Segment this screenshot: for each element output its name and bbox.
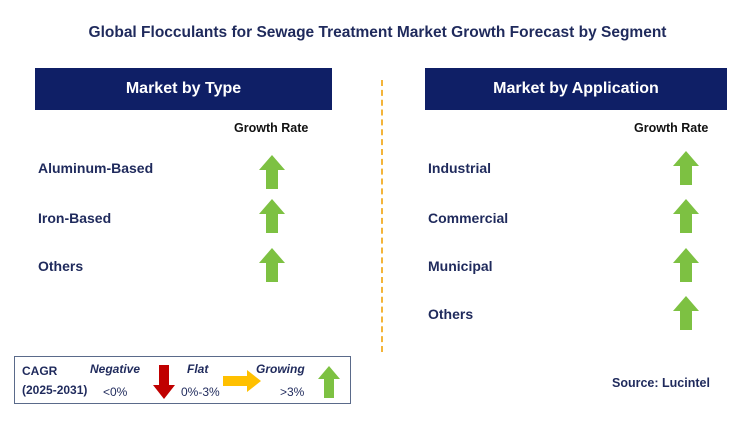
growing-arrow-icon [673,199,699,233]
legend-cagr-label: CAGR [22,364,58,378]
market-by-type-header: Market by Type [35,68,332,110]
application-row-label-industrial: Industrial [428,160,492,176]
flat-arrow-icon [223,370,261,392]
growing-arrow-icon [673,248,699,282]
source-credit: Source: Lucintel [612,376,710,390]
negative-arrow-icon [153,365,175,399]
legend-negative-range: <0% [103,385,128,399]
type-growth-rate-label: Growth Rate [234,121,309,135]
legend-negative-label: Negative [90,362,141,376]
panel-divider [381,80,383,352]
growing-arrow-icon [259,155,285,189]
application-row-label-others: Others [428,306,474,322]
legend-growing-range: >3% [280,385,305,399]
application-growth-rate-label: Growth Rate [634,121,709,135]
type-row-label-iron: Iron-Based [38,210,112,226]
growing-arrow-icon [318,366,340,398]
legend-flat-range: 0%-3% [181,385,220,399]
legend-flat-label: Flat [187,362,209,376]
market-by-application-header: Market by Application [425,68,727,110]
legend-period: (2025-2031) [22,383,88,397]
type-row-label-aluminum: Aluminum-Based [38,160,154,176]
cagr-legend: CAGR (2025-2031) Negative <0% Flat 0%-3%… [14,356,351,404]
growing-arrow-icon [259,199,285,233]
legend-growing-label: Growing [256,362,305,376]
growing-arrow-icon [673,151,699,185]
growing-arrow-icon [259,248,285,282]
application-row-label-municipal: Municipal [428,258,493,274]
application-row-label-commercial: Commercial [428,210,509,226]
type-row-label-others: Others [38,258,84,274]
growing-arrow-icon [673,296,699,330]
page-title: Global Flocculants for Sewage Treatment … [88,24,667,41]
